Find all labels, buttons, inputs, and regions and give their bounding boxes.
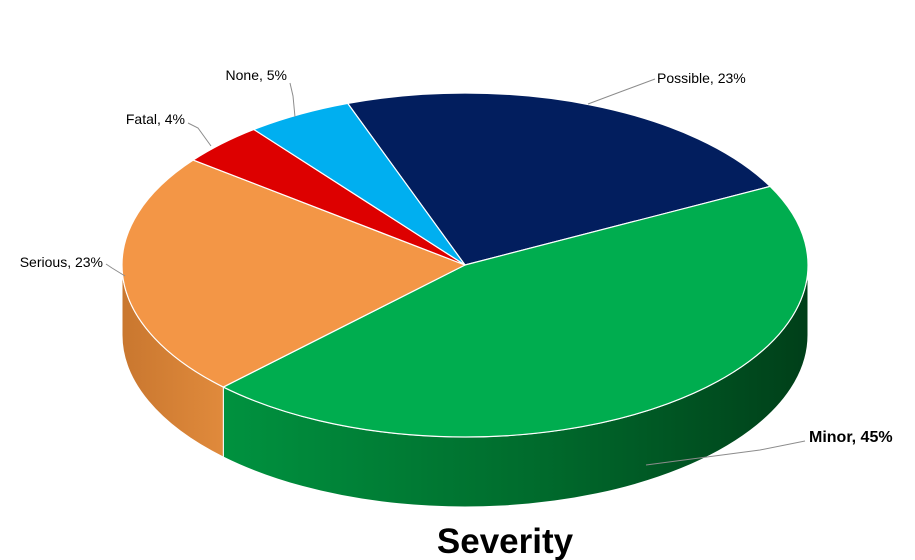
- data-label-serious: Serious, 23%: [20, 254, 103, 270]
- pie-slice-serious: [121, 159, 466, 388]
- data-label-minor: Minor, 45%: [809, 429, 893, 446]
- leader-line-possible: [587, 78, 656, 105]
- leader-line-minor: [645, 440, 806, 466]
- pie-slice-possible: [347, 92, 771, 266]
- leader-line-fatal: [187, 122, 212, 147]
- data-label-possible: Possible, 23%: [657, 70, 746, 86]
- pie-slice-minor: [222, 185, 809, 438]
- leader-lines: [105, 78, 806, 466]
- leader-line-serious: [105, 263, 126, 277]
- data-labels: Possible, 23% Minor, 45% Serious, 23% Fatal…: [20, 67, 893, 446]
- data-label-none: None, 5%: [226, 67, 287, 83]
- pie-tops: [121, 92, 809, 438]
- chart-title: Severity: [437, 522, 574, 560]
- data-label-fatal: Fatal, 4%: [126, 111, 185, 127]
- leader-line-none: [289, 82, 296, 118]
- pie-slice-none: [253, 102, 466, 266]
